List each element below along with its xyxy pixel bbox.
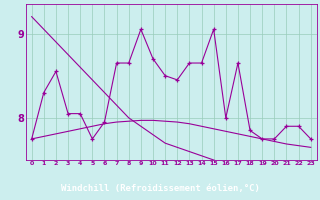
Text: Windchill (Refroidissement éolien,°C): Windchill (Refroidissement éolien,°C)	[60, 184, 260, 193]
